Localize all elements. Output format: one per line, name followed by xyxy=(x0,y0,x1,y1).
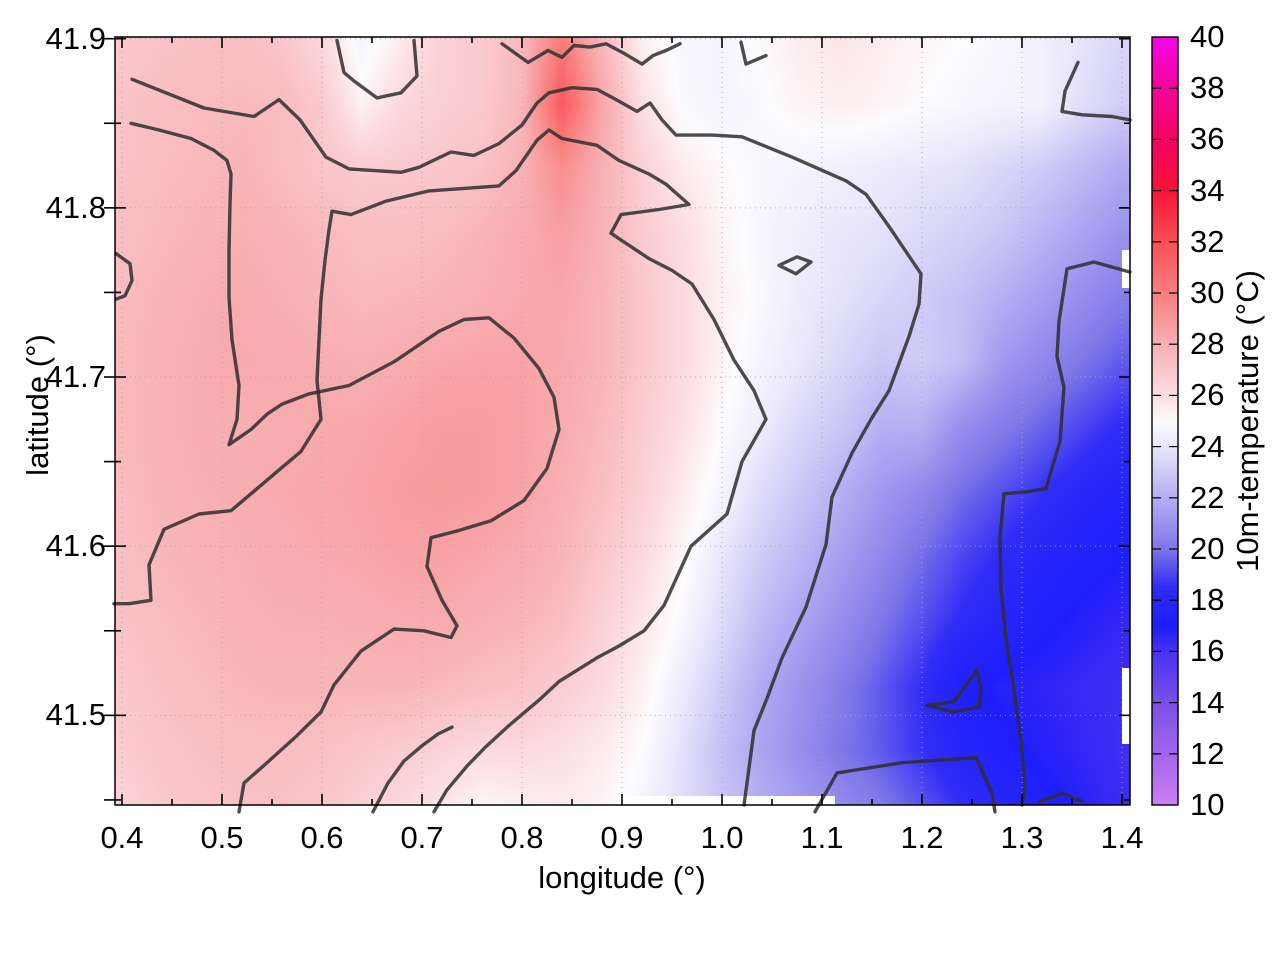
colorbar-tick-label: 22 xyxy=(1190,479,1225,515)
y-tick-label: 41.7 xyxy=(45,359,106,395)
x-tick-label: 1.2 xyxy=(900,820,944,855)
colorbar-tick-label: 38 xyxy=(1190,70,1225,106)
colorbar-tick-label: 12 xyxy=(1190,735,1225,771)
x-tick-label: 1.3 xyxy=(1000,820,1044,855)
colorbar-tick-label: 24 xyxy=(1190,428,1225,464)
x-tick-label: 1.1 xyxy=(800,820,844,855)
colorbar-tick-label: 40 xyxy=(1190,19,1225,54)
colorbar-tick-label: 20 xyxy=(1190,531,1225,566)
x-tick-label: 0.6 xyxy=(300,820,344,855)
heatmap-canvas xyxy=(115,37,1130,805)
colorbar-label: 10m-temperature (°C) xyxy=(1230,270,1265,572)
colorbar-tick-label: 26 xyxy=(1190,377,1225,413)
y-tick-label: 41.8 xyxy=(45,189,106,225)
y-tick-label: 41.5 xyxy=(45,697,106,733)
x-axis-label: longitude (°) xyxy=(538,860,706,895)
colorbar-tick-label: 16 xyxy=(1190,633,1225,669)
x-tick-label: 0.7 xyxy=(400,820,444,855)
y-axis-label: latitude (°) xyxy=(20,334,55,476)
colorbar-tick-label: 18 xyxy=(1190,582,1225,618)
colorbar-tick-label: 32 xyxy=(1190,223,1225,259)
x-tick-label: 0.9 xyxy=(600,820,644,855)
x-tick-label: 1.4 xyxy=(1100,820,1144,855)
colorbar-tick-label: 30 xyxy=(1190,275,1225,310)
x-tick-label: 1.0 xyxy=(700,820,744,855)
colorbar-tick-label: 34 xyxy=(1190,172,1225,208)
colorbar-tick-label: 10 xyxy=(1190,787,1225,822)
colorbar-tick-label: 14 xyxy=(1190,684,1225,720)
colorbar-tick-label: 36 xyxy=(1190,121,1225,157)
y-tick-label: 41.9 xyxy=(45,20,106,56)
colorbar-gradient xyxy=(1152,37,1178,805)
x-tick-label: 0.8 xyxy=(500,820,544,855)
colorbar-tick-label: 28 xyxy=(1190,326,1225,362)
x-tick-label: 0.5 xyxy=(200,820,244,855)
x-tick-label: 0.4 xyxy=(100,820,144,855)
y-tick-label: 41.6 xyxy=(45,528,106,564)
